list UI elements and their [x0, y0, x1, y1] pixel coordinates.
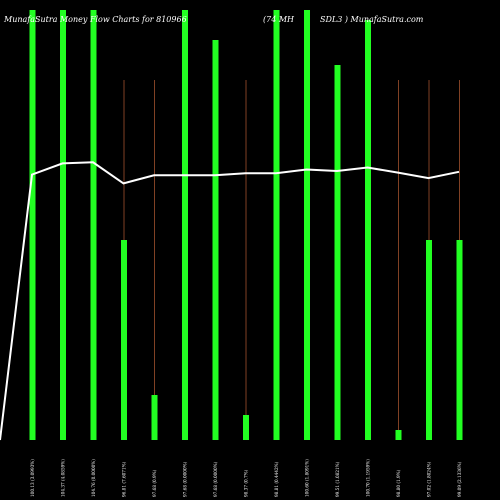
x-tick-label: 100.70 (1.1959%): [366, 459, 371, 497]
money-flow-bar: [243, 415, 249, 440]
x-tick-label: 97.68 (0.0000%): [213, 461, 218, 497]
header-right: SDL3 ) MunafaSutra.com: [320, 15, 424, 24]
x-tick-label: 104.76 (0.0000%): [91, 459, 96, 497]
money-flow-bar: [304, 10, 310, 440]
x-tick-label: 97.68 (0.0000%): [183, 461, 188, 497]
money-flow-bar: [334, 65, 341, 440]
header-middle: (74 MH: [263, 15, 295, 24]
tick-label-layer: 100.13 (3.0993%) 104.37 (4.0859%) 104.76 (…: [30, 459, 462, 497]
x-tick-label: 96.81 (7.6071%): [122, 461, 127, 497]
x-tick-label: 104.37 (4.0859%): [61, 459, 66, 497]
price-line: [0, 161, 460, 441]
money-flow-bar: [456, 240, 463, 440]
money-flow-bar: [182, 10, 188, 440]
x-tick-label: 97.68 (0.9%): [152, 469, 157, 497]
money-flow-bar: [151, 395, 158, 440]
money-flow-bar: [212, 40, 219, 440]
x-tick-label: 100.60 (1.8091%): [305, 459, 310, 497]
x-tick-label: 97.02 (1.8024%): [427, 461, 432, 497]
money-flow-bar: [365, 20, 371, 440]
money-flow-bar: [273, 10, 280, 440]
money-flow-bar: [426, 240, 432, 440]
x-tick-label: 99.09 (2.1336%): [457, 461, 462, 497]
header-left: MunafaSutra Money Flow Charts for 810966: [3, 15, 187, 24]
money-flow-bar: [29, 10, 36, 440]
x-tick-label: 98.37 (0.7%): [244, 469, 249, 497]
x-tick-label: 98.81 (0.4442%): [274, 461, 279, 497]
money-flow-bar: [90, 10, 97, 440]
bar-layer: [29, 10, 463, 440]
x-tick-label: 99.51 (1.0821%): [335, 461, 340, 497]
x-tick-label: 98.80 (1.9%): [396, 469, 401, 497]
x-tick-label: 100.13 (3.0993%): [30, 459, 35, 497]
money-flow-bar: [60, 10, 66, 440]
money-flow-bar: [121, 240, 127, 440]
chart-header: MunafaSutra Money Flow Charts for 810966…: [3, 15, 424, 24]
money-flow-bar: [395, 430, 402, 440]
